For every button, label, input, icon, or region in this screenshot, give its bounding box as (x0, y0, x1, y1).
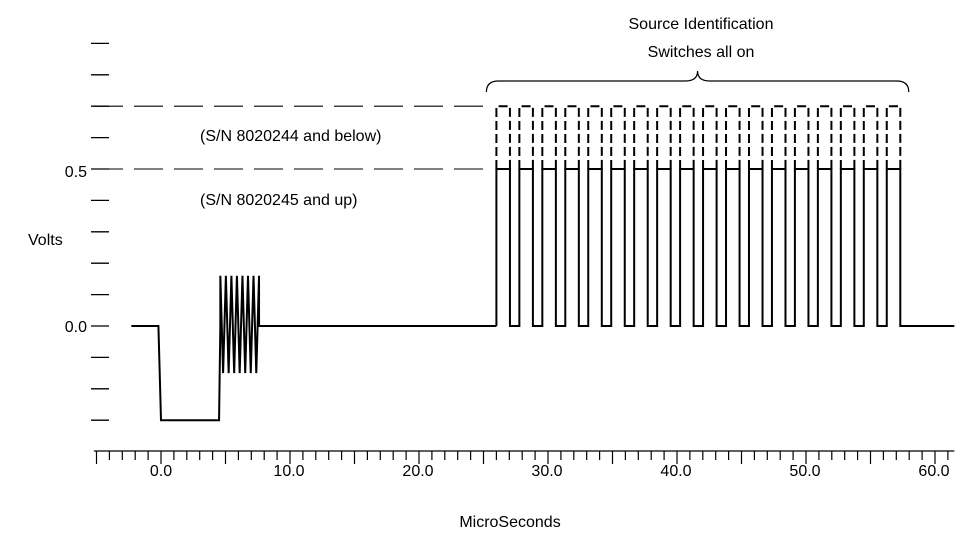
pulse-upper-dashed (587, 105, 603, 169)
pre-train-trace (131, 275, 497, 422)
level-dashed-lines (94, 105, 493, 170)
pulse-upper-dashed (839, 105, 856, 169)
bracket-label-line1: Source Identification (629, 16, 774, 33)
waveform-trace (131, 105, 955, 422)
x-tick-label-40: 40.0 (660, 463, 691, 480)
pulse-upper-dashed (495, 105, 511, 169)
x-tick-label-10: 10.0 (273, 463, 304, 480)
x-axis-label: MicroSeconds (459, 514, 560, 531)
pulse-upper-dashed (656, 105, 672, 169)
pulse-upper-dashed (702, 105, 718, 169)
pulse-upper-dashed (610, 105, 626, 169)
lower-level-note: (S/N 8020245 and up) (200, 192, 357, 209)
x-tick-label-20: 20.0 (402, 463, 433, 480)
pulse-upper-dashed (633, 105, 649, 169)
pulse-upper-dashed (541, 105, 557, 169)
pulse-upper-dashed (679, 105, 695, 169)
pulse-upper-dashed (816, 105, 833, 169)
x-tick-label-60: 60.0 (918, 463, 949, 480)
y-axis-label: Volts (28, 232, 63, 249)
source-id-bracket (485, 70, 910, 93)
y-tick-label-0-0: 0.0 (65, 319, 87, 336)
pulse-upper-dashed (793, 105, 810, 169)
pulse-upper-dashed (725, 105, 741, 169)
y-axis-ticks (91, 42, 109, 421)
x-tick-label-50: 50.0 (789, 463, 820, 480)
pulse-train-trace (495, 168, 955, 327)
pulse-upper-dashed (862, 105, 879, 169)
pulse-upper-dashed (564, 105, 580, 169)
bracket-label-line2: Switches all on (648, 44, 755, 61)
x-tick-label-30: 30.0 (531, 463, 562, 480)
x-axis (93, 450, 955, 464)
y-tick-label-0-5: 0.5 (65, 164, 87, 181)
pulse-upper-dashed (747, 105, 764, 169)
pulse-upper-dashed (885, 105, 902, 169)
bracket-path (485, 70, 910, 93)
upper-level-note: (S/N 8020244 and below) (200, 128, 381, 145)
x-tick-label-0: 0.0 (150, 463, 172, 480)
pulse-upper-dashed (770, 105, 787, 169)
pulse-upper-dashed (518, 105, 534, 169)
